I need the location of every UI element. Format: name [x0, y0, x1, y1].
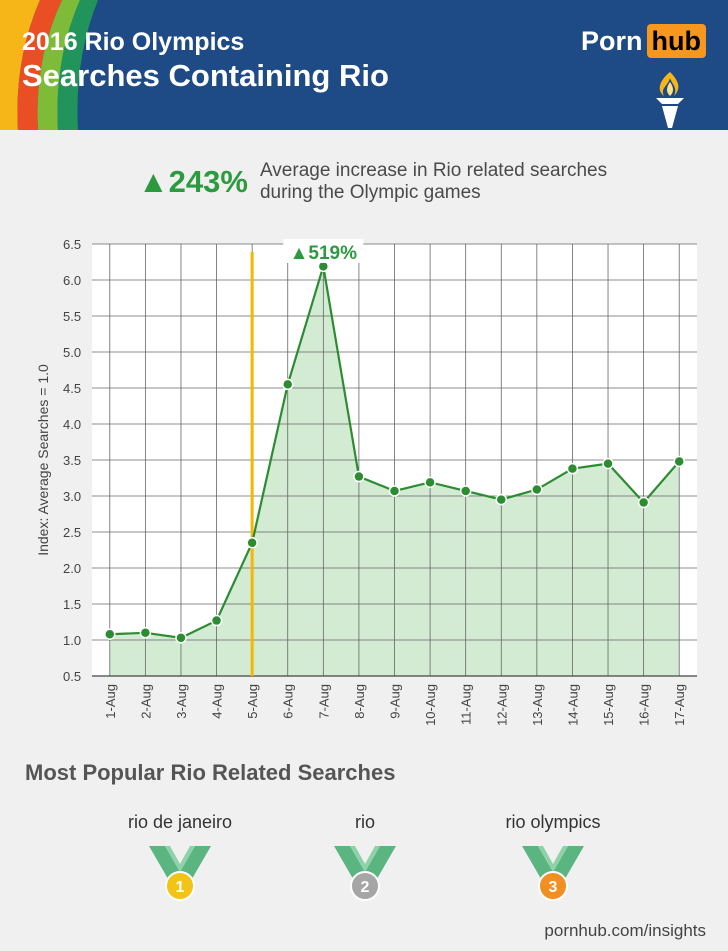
- x-tick-label: 4-Aug: [210, 684, 225, 719]
- data-point: [104, 628, 116, 640]
- average-increase-description: Average increase in Rio related searches…: [259, 160, 608, 203]
- y-tick-label: 0.5: [63, 669, 81, 684]
- y-tick-label: 5.0: [63, 345, 81, 360]
- rio-ribbon-graphic: [0, 0, 98, 130]
- data-point: [459, 485, 472, 497]
- data-point: [175, 632, 187, 644]
- logo-text-part1: Porn: [581, 25, 643, 56]
- x-tick-label: 7-Aug: [316, 684, 331, 719]
- y-tick-label: 5.5: [63, 309, 81, 324]
- medal-icon: 1: [149, 846, 211, 901]
- header-title-line1: 2016 Rio Olympics: [22, 28, 245, 56]
- data-point: [353, 470, 365, 483]
- brand-logo: Porn hub: [581, 24, 706, 58]
- x-tick-label: 10-Aug: [423, 684, 438, 726]
- x-tick-label: 12-Aug: [494, 684, 509, 726]
- medal-icon: 2: [334, 846, 396, 901]
- x-tick-label: 16-Aug: [637, 684, 652, 726]
- y-tick-label: 2.5: [63, 525, 81, 540]
- medal-circle: [538, 871, 568, 901]
- header-banner: 2016 Rio Olympics Searches Containing Ri…: [0, 0, 728, 130]
- x-tick-label: 8-Aug: [352, 684, 367, 719]
- medal-circle: [165, 871, 195, 901]
- x-tick-label: 1-Aug: [103, 684, 118, 719]
- popular-search-label: rio de janeiro: [127, 812, 233, 832]
- y-axis-label: Index: Average Searches = 1.0: [35, 364, 51, 556]
- medal-rank: 2: [361, 879, 370, 896]
- data-point: [495, 493, 508, 506]
- data-point: [637, 496, 650, 509]
- y-tick-label: 3.5: [63, 453, 81, 468]
- x-tick-label: 14-Aug: [565, 684, 580, 726]
- olympic-torch-icon: [656, 72, 684, 128]
- x-tick-label: 5-Aug: [245, 684, 260, 719]
- logo-text-part2: hub: [646, 24, 706, 58]
- header-title-line2: Searches Containing Rio: [22, 58, 389, 93]
- medal-rank: 1: [176, 879, 185, 896]
- data-point: [246, 537, 258, 549]
- rio-searches-line-chart: 0.5 1.0 1.5 2.0 2.5 3.0 3.5 4.0 4.5 5.0 5.5 6.0 6.5 1…: [35, 237, 697, 726]
- data-point: [673, 455, 685, 468]
- data-point: [602, 457, 614, 470]
- medal-rank: 3: [549, 879, 558, 896]
- y-tick-label: 6.0: [63, 273, 81, 288]
- footer-link[interactable]: pornhub.com/insights: [544, 921, 706, 940]
- y-tick-label: 4.0: [63, 417, 81, 432]
- average-increase-callout: ▲243% Average increase in Rio related se…: [138, 160, 640, 204]
- popular-search-item: rio de janeiro 1: [90, 812, 270, 902]
- y-tick-label: 4.5: [63, 381, 81, 396]
- data-point: [139, 627, 152, 639]
- x-tick-label: 11-Aug: [459, 684, 474, 725]
- popular-search-item: rio olympics 3: [463, 812, 643, 902]
- data-point: [566, 462, 579, 475]
- popular-search-label: rio olympics: [505, 812, 601, 832]
- y-tick-label: 6.5: [63, 237, 81, 252]
- medal-circle: [350, 871, 380, 901]
- medal-icon: 3: [522, 846, 584, 901]
- x-tick-label: 13-Aug: [530, 684, 545, 726]
- data-point: [531, 483, 543, 496]
- average-increase-value: ▲243%: [138, 164, 248, 199]
- data-point: [388, 485, 401, 497]
- x-tick-label: 9-Aug: [388, 684, 403, 719]
- x-tick-label: 17-Aug: [672, 684, 687, 726]
- peak-annotation-bg: [283, 239, 364, 263]
- peak-annotation: ▲519%: [290, 243, 358, 264]
- x-tick-label: 3-Aug: [174, 684, 189, 719]
- y-tick-label: 2.0: [63, 561, 81, 576]
- data-point: [281, 378, 294, 391]
- x-tick-label: 6-Aug: [281, 684, 296, 719]
- x-tick-label: 2-Aug: [138, 684, 153, 719]
- y-tick-label: 3.0: [63, 489, 81, 504]
- x-tick-label: 15-Aug: [601, 684, 616, 726]
- popular-search-label: rio: [354, 812, 375, 832]
- popular-search-item: rio 2: [275, 812, 455, 902]
- data-point: [210, 614, 223, 627]
- y-tick-label: 1.5: [63, 597, 81, 612]
- y-tick-label: 1.0: [63, 633, 81, 648]
- data-point: [424, 476, 436, 489]
- popular-searches-title: Most Popular Rio Related Searches: [25, 760, 396, 785]
